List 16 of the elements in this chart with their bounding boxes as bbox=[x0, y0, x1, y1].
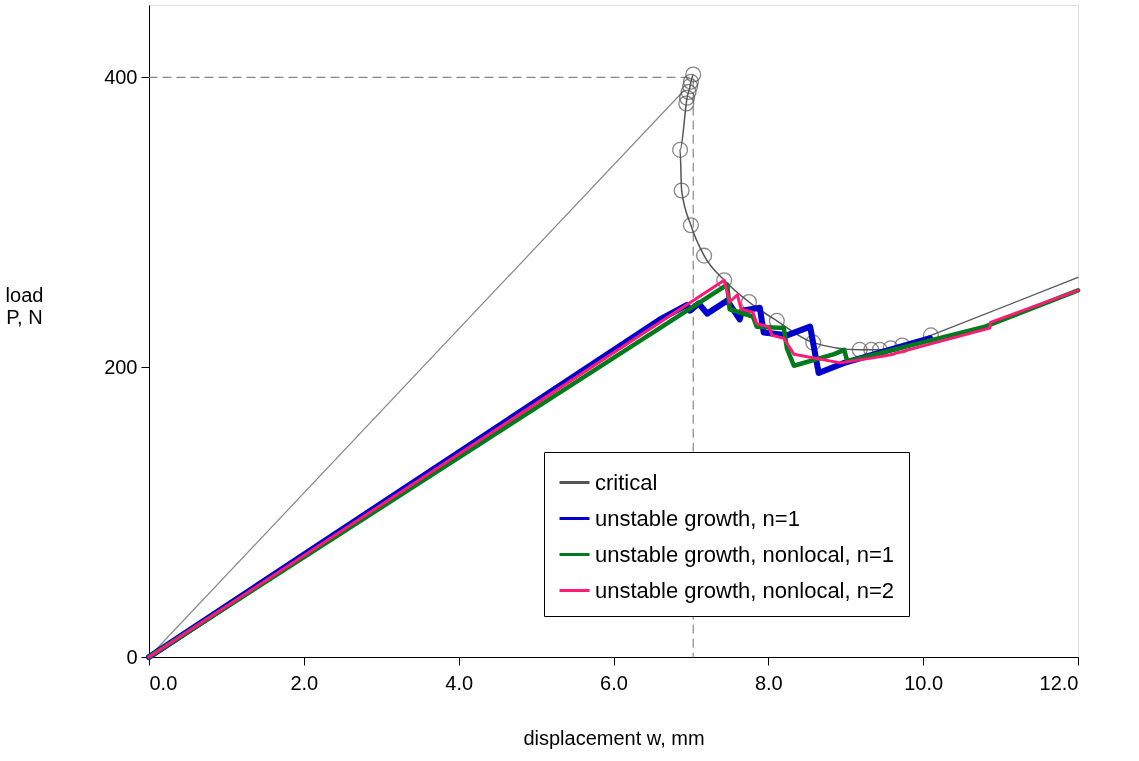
x-axis-title: displacement w, mm bbox=[523, 726, 705, 749]
x-tick-label: 10.0 bbox=[904, 671, 944, 694]
x-tick-label: 0.0 bbox=[149, 671, 178, 694]
x-tick-label: 8.0 bbox=[754, 671, 783, 694]
y-axis-title: load P, N bbox=[5, 283, 44, 328]
legend-label: unstable growth, n=1 bbox=[595, 505, 800, 531]
legend-label: unstable growth, nonlocal, n=1 bbox=[595, 541, 895, 567]
legend-label: critical bbox=[595, 469, 658, 495]
y-tick-label: 400 bbox=[104, 65, 138, 88]
x-tick-label: 12.0 bbox=[1039, 671, 1079, 694]
x-tick-label: 6.0 bbox=[600, 671, 628, 694]
y-tick-label: 200 bbox=[104, 355, 138, 378]
x-tick-label: 4.0 bbox=[445, 671, 474, 694]
legend-label: unstable growth, nonlocal, n=2 bbox=[595, 577, 895, 603]
y-tick-label: 0 bbox=[126, 645, 138, 668]
x-tick-label: 2.0 bbox=[290, 671, 319, 694]
